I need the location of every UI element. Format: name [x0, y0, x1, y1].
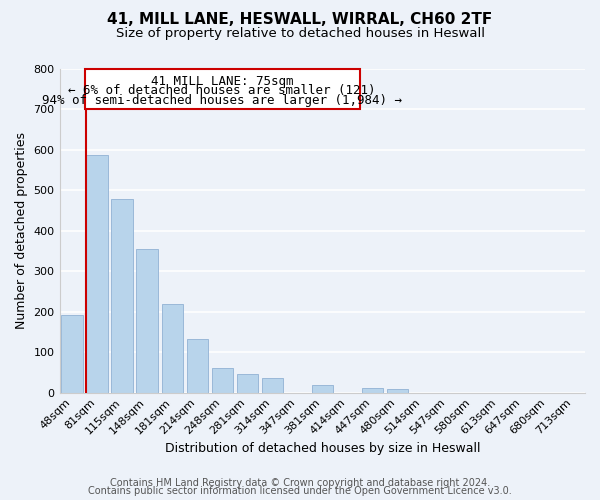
- Bar: [161, 304, 183, 392]
- Text: Contains HM Land Registry data © Crown copyright and database right 2024.: Contains HM Land Registry data © Crown c…: [110, 478, 490, 488]
- Bar: [311, 386, 333, 392]
- Text: 41, MILL LANE, HESWALL, WIRRAL, CH60 2TF: 41, MILL LANE, HESWALL, WIRRAL, CH60 2TF: [107, 12, 493, 28]
- X-axis label: Distribution of detached houses by size in Heswall: Distribution of detached houses by size …: [164, 442, 480, 455]
- Text: 41 MILL LANE: 75sqm: 41 MILL LANE: 75sqm: [151, 74, 293, 88]
- Text: 94% of semi-detached houses are larger (1,984) →: 94% of semi-detached houses are larger (…: [42, 94, 402, 107]
- Bar: [212, 368, 233, 392]
- Bar: [262, 378, 283, 392]
- Bar: [85, 69, 360, 110]
- Text: ← 6% of detached houses are smaller (121): ← 6% of detached houses are smaller (121…: [68, 84, 376, 97]
- Y-axis label: Number of detached properties: Number of detached properties: [15, 132, 28, 330]
- Bar: [112, 199, 133, 392]
- Bar: [136, 250, 158, 392]
- Bar: [387, 390, 408, 392]
- Text: Contains public sector information licensed under the Open Government Licence v3: Contains public sector information licen…: [88, 486, 512, 496]
- Bar: [86, 155, 108, 392]
- Bar: [187, 339, 208, 392]
- Bar: [61, 314, 83, 392]
- Bar: [362, 388, 383, 392]
- Bar: [236, 374, 258, 392]
- Text: Size of property relative to detached houses in Heswall: Size of property relative to detached ho…: [115, 28, 485, 40]
